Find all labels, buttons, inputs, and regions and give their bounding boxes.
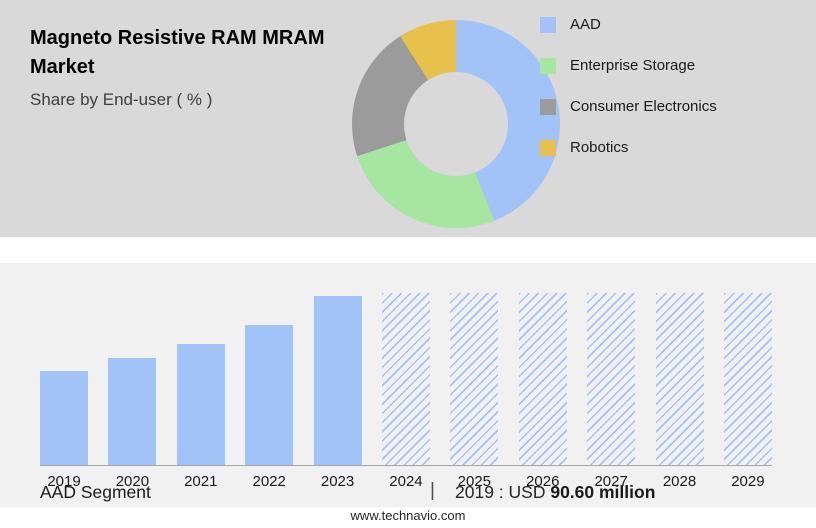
legend-item: Robotics: [540, 139, 717, 156]
legend: AAD Enterprise Storage Consumer Electronic…: [540, 16, 717, 180]
legend-swatch-icon: [540, 139, 556, 156]
x-axis-label: 2025: [457, 473, 492, 490]
info-divider: |: [430, 480, 435, 501]
forecast-bar: [655, 293, 704, 465]
legend-item: AAD: [540, 16, 717, 33]
website-text: www.technavio.com: [350, 508, 466, 523]
legend-label: Consumer Electronics: [570, 98, 717, 115]
value-amount: 90.60 million: [550, 482, 656, 502]
history-bar: [176, 344, 225, 465]
x-axis-label: 2023: [320, 473, 355, 490]
x-axis-label: 2028: [662, 473, 697, 490]
legend-swatch-icon: [540, 57, 556, 74]
history-bar: [40, 371, 88, 465]
x-axis-label: 2026: [526, 473, 560, 490]
history-bar: [108, 358, 157, 465]
x-axis-label: 2021: [184, 473, 218, 490]
legend-swatch-icon: [540, 98, 556, 115]
x-axis-label: 2029: [731, 473, 765, 490]
donut-chart: [352, 20, 560, 228]
legend-item: Enterprise Storage: [540, 57, 717, 74]
history-bar: [245, 325, 294, 465]
forecast-bar: [450, 293, 499, 465]
x-axis: 2019 2020 2021 2022 2023 2024 2025 2026 2027 2028…: [40, 473, 772, 490]
bar-chart: 2019 2020 2021 2022 2023 2024 2025 2026 2027 2028…: [40, 293, 772, 490]
page-subtitle: Share by End-user ( % ): [30, 90, 213, 109]
forecast-bar: [587, 293, 636, 465]
x-axis-label: 2020: [115, 473, 150, 490]
bar-chart-panel: 2019 2020 2021 2022 2023 2024 2025 2026 2027 2028…: [0, 263, 816, 507]
page-title: Magneto Resistive RAM MRAM Market: [30, 27, 325, 78]
donut-chart-panel: Magneto Resistive RAM MRAM Market Share …: [0, 0, 816, 237]
forecast-bar: [723, 293, 772, 465]
legend-item: Consumer Electronics: [540, 98, 717, 115]
bar-chart-bars: [40, 293, 772, 466]
legend-label: Enterprise Storage: [570, 57, 696, 74]
legend-label: Robotics: [570, 139, 629, 156]
legend-label: AAD: [570, 16, 601, 33]
footer: www.technavio.com: [0, 507, 816, 528]
segment-value: 2019 : USD 90.60 million: [455, 482, 655, 503]
header: Magneto Resistive RAM MRAM Market Share …: [30, 24, 360, 110]
info-row: AAD Segment | 2019 : USD 90.60 million: [0, 480, 816, 507]
forecast-bar: [381, 293, 430, 465]
legend-swatch-icon: [540, 16, 556, 33]
x-axis-label: 2022: [252, 473, 286, 490]
segment-label: AAD Segment: [40, 482, 151, 502]
forecast-bar: [518, 293, 567, 465]
x-axis-label: 2027: [594, 473, 628, 490]
x-axis-label: 2024: [389, 473, 423, 490]
history-bar: [313, 296, 362, 465]
x-axis-label: 2019: [47, 473, 81, 490]
value-prefix: 2019 : USD: [455, 482, 546, 502]
